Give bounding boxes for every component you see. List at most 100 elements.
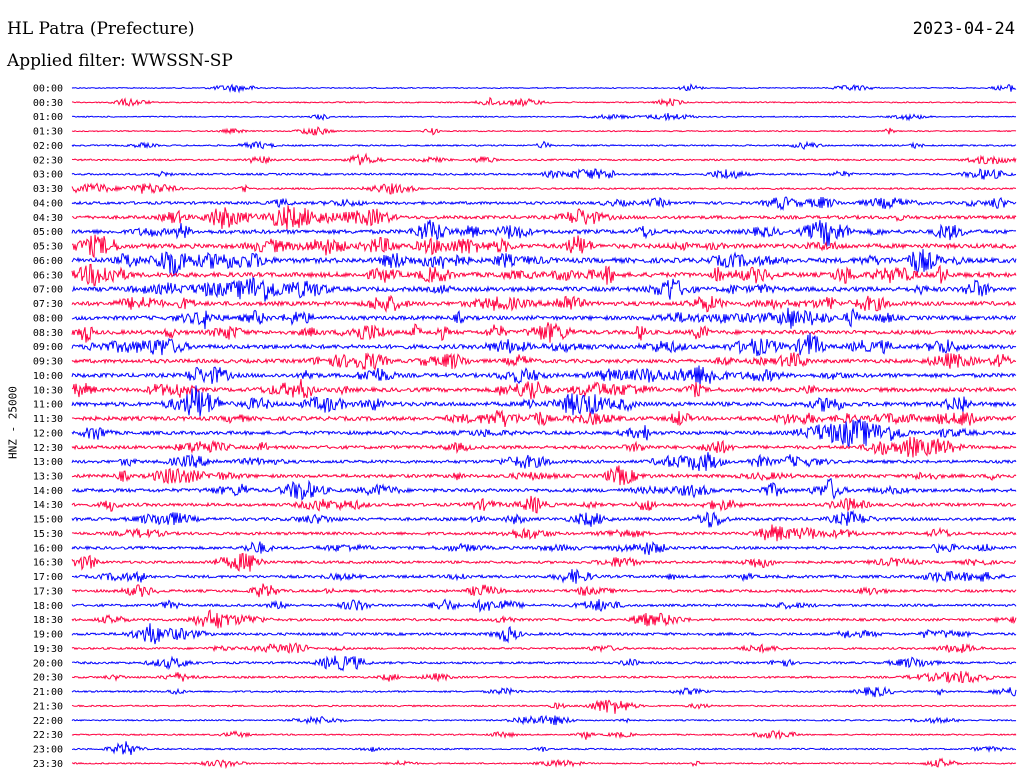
time-tick-label: 14:00 xyxy=(33,486,63,497)
seismic-trace xyxy=(72,655,1017,672)
seismic-trace xyxy=(71,568,1017,584)
time-tick-label: 22:30 xyxy=(33,730,63,741)
seismic-trace xyxy=(71,757,1017,770)
time-tick-label: 11:00 xyxy=(33,400,63,411)
time-tick-label: 14:30 xyxy=(33,500,63,511)
seismic-trace xyxy=(71,478,1017,501)
seismic-trace xyxy=(71,205,1017,230)
time-tick-label: 01:30 xyxy=(33,127,63,138)
seismic-trace xyxy=(71,509,1017,528)
seismic-trace xyxy=(71,83,1017,94)
seismic-trace xyxy=(71,418,1017,448)
time-tick-label: 22:00 xyxy=(33,716,63,727)
time-tick-label: 19:30 xyxy=(33,644,63,655)
time-tick-label: 13:00 xyxy=(33,457,63,468)
seismic-trace xyxy=(71,219,1017,247)
seismic-trace xyxy=(71,140,1017,150)
seismic-trace xyxy=(71,234,1017,259)
time-tick-label: 00:00 xyxy=(33,84,63,95)
time-tick-label: 18:00 xyxy=(33,601,63,612)
time-tick-label: 16:00 xyxy=(33,543,63,554)
time-tick-label: 07:30 xyxy=(33,299,63,310)
seismic-trace xyxy=(71,686,1017,698)
seismic-trace xyxy=(71,307,1017,330)
time-tick-label: 09:00 xyxy=(33,342,63,353)
time-tick-label: 13:30 xyxy=(33,471,63,482)
seismic-trace xyxy=(71,168,1017,180)
time-tick-label: 12:00 xyxy=(33,428,63,439)
time-tick-label: 19:00 xyxy=(33,630,63,641)
time-tick-label: 00:30 xyxy=(33,98,63,109)
time-tick-label: 09:30 xyxy=(33,357,63,368)
time-tick-label: 12:30 xyxy=(33,443,63,454)
time-tick-label: 21:00 xyxy=(33,687,63,698)
seismic-trace xyxy=(71,436,1017,458)
time-tick-label: 06:00 xyxy=(33,256,63,267)
seismic-trace xyxy=(71,333,1017,357)
time-tick-label: 18:30 xyxy=(33,615,63,626)
station-title: HL Patra (Prefecture) xyxy=(7,19,195,39)
time-tick-label: 15:00 xyxy=(33,515,63,526)
seismic-trace xyxy=(71,385,1017,417)
time-tick-label: 20:30 xyxy=(33,673,63,684)
seismic-trace xyxy=(72,379,1017,400)
seismic-trace xyxy=(71,583,1017,598)
seismic-trace xyxy=(71,96,1017,108)
filter-label: Applied filter: WWSSN-SP xyxy=(7,51,233,71)
time-tick-label: 11:30 xyxy=(33,414,63,425)
seismic-trace xyxy=(71,112,1017,122)
time-tick-label: 17:30 xyxy=(33,586,63,597)
time-tick-label: 10:30 xyxy=(33,385,63,396)
time-tick-label: 03:30 xyxy=(33,184,63,195)
seismic-trace xyxy=(71,182,1017,195)
time-tick-label: 23:30 xyxy=(33,759,63,770)
seismic-trace xyxy=(71,409,1017,427)
time-tick-label: 16:30 xyxy=(33,558,63,569)
seismic-trace xyxy=(71,495,1017,514)
time-tick-label: 17:00 xyxy=(33,572,63,583)
time-tick-label: 06:30 xyxy=(33,270,63,281)
seismic-trace xyxy=(71,322,1017,343)
seismic-trace xyxy=(72,741,1017,755)
time-tick-label: 15:30 xyxy=(33,529,63,540)
seismic-trace xyxy=(71,196,1017,212)
seismic-trace xyxy=(71,276,1017,302)
seismic-trace xyxy=(71,552,1017,572)
seismic-trace xyxy=(71,365,1017,386)
time-tick-label: 04:00 xyxy=(33,198,63,209)
time-tick-label: 05:00 xyxy=(33,227,63,238)
time-tick-label: 02:00 xyxy=(33,141,63,152)
time-tick-label: 03:00 xyxy=(33,170,63,181)
time-tick-label: 05:30 xyxy=(33,242,63,253)
seismic-trace xyxy=(71,699,1017,714)
seismic-trace xyxy=(71,729,1017,740)
seismic-trace xyxy=(71,609,1017,629)
time-tick-label: 07:00 xyxy=(33,285,63,296)
time-tick-label: 08:00 xyxy=(33,313,63,324)
time-tick-label: 20:00 xyxy=(33,658,63,669)
seismic-trace xyxy=(71,642,1017,654)
time-tick-label: 08:30 xyxy=(33,328,63,339)
time-tick-label: 04:30 xyxy=(33,213,63,224)
seismic-trace xyxy=(71,263,1017,287)
seismic-trace xyxy=(71,623,1017,645)
seismic-trace xyxy=(71,524,1017,542)
seismic-trace xyxy=(71,352,1017,371)
date-label: 2023-04-24 xyxy=(912,19,1015,39)
seismic-trace xyxy=(71,452,1017,471)
seismic-trace xyxy=(71,670,1017,684)
seismic-trace xyxy=(71,598,1017,613)
time-tick-label: 02:30 xyxy=(33,155,63,166)
time-tick-label: 10:00 xyxy=(33,371,63,382)
seismic-trace xyxy=(71,126,1017,136)
seismic-trace xyxy=(71,540,1017,556)
seismic-trace xyxy=(71,465,1017,486)
seismic-trace xyxy=(71,294,1017,313)
seismic-trace xyxy=(71,714,1017,726)
time-tick-label: 23:00 xyxy=(33,745,63,756)
seismic-trace xyxy=(71,152,1017,166)
time-tick-label: 01:00 xyxy=(33,112,63,123)
time-tick-label: 21:30 xyxy=(33,701,63,712)
seismic-trace xyxy=(71,249,1017,277)
